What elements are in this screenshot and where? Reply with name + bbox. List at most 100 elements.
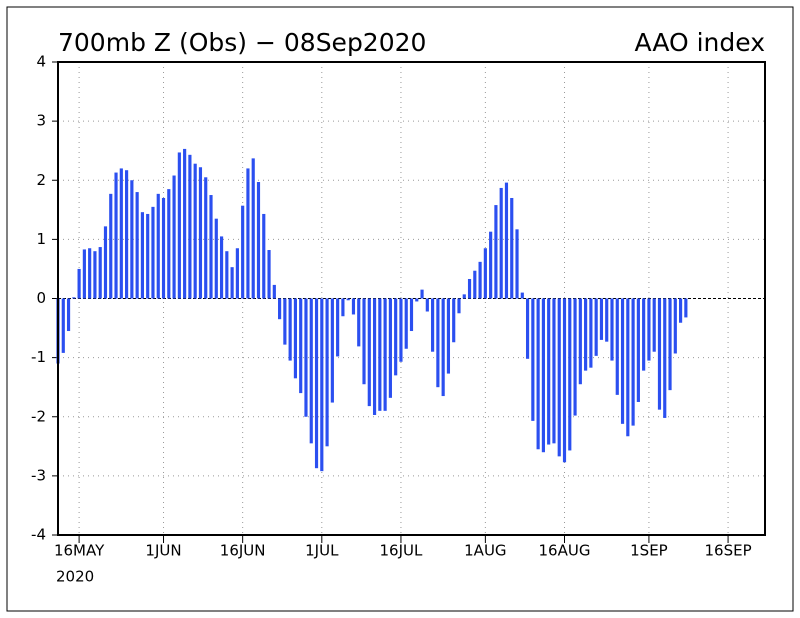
bar (288, 298, 292, 361)
bar (267, 250, 271, 299)
bar (499, 187, 503, 299)
x-tick-label: 1JUL (305, 542, 339, 560)
bar (330, 298, 334, 403)
bar (462, 294, 466, 299)
x-tick-label: 1JUN (145, 542, 181, 560)
x-tick-label: 1SEP (630, 542, 668, 560)
bar (161, 197, 166, 299)
bar (473, 270, 477, 299)
bar (346, 298, 350, 301)
bar (568, 298, 572, 451)
bar (478, 261, 482, 299)
bar (351, 298, 356, 315)
bar (378, 298, 382, 411)
bar (657, 298, 662, 410)
bar (135, 192, 139, 299)
bar (72, 297, 76, 299)
bar (673, 298, 677, 354)
bar (193, 163, 197, 299)
bar (520, 292, 524, 299)
plot-border (57, 61, 766, 536)
frame (6, 6, 794, 612)
bar (409, 298, 414, 332)
bar (668, 298, 672, 391)
bar (562, 298, 567, 463)
x-tick-label: 16JUN (220, 542, 266, 560)
bar (436, 298, 440, 388)
x-tick-label: 16JUL (380, 542, 423, 560)
bar (103, 226, 108, 299)
bar (109, 193, 113, 299)
bar (536, 298, 540, 450)
bar (183, 148, 187, 299)
bar (151, 206, 155, 299)
bar (372, 298, 377, 415)
bar (541, 298, 545, 453)
bar (652, 298, 656, 352)
bar (66, 298, 71, 332)
y-tick-label: 0 (36, 289, 46, 307)
bar (204, 177, 208, 299)
bar (615, 298, 619, 395)
bar (209, 195, 213, 299)
bar (404, 298, 408, 349)
bar (483, 248, 487, 299)
bar (88, 248, 92, 299)
bar (130, 180, 134, 299)
bar (626, 298, 630, 437)
bar (256, 182, 261, 299)
y-tick-label: -1 (31, 348, 46, 366)
bar (188, 154, 192, 299)
bar (388, 298, 392, 398)
bar (225, 251, 229, 299)
bar (578, 298, 582, 385)
bar (357, 298, 361, 347)
bar (631, 298, 635, 426)
bar (510, 197, 514, 299)
x-year-label: 2020 (56, 568, 94, 586)
bar (605, 298, 609, 342)
bar (172, 175, 176, 299)
x-tick-label: 16MAY (54, 542, 105, 560)
bar (198, 167, 203, 299)
bar (494, 205, 498, 299)
y-tick-label: 4 (36, 53, 46, 71)
y-tick-label: -4 (31, 526, 46, 544)
bar (425, 298, 429, 312)
bar (119, 168, 123, 299)
y-tick-label: 3 (36, 112, 46, 130)
bar (552, 298, 556, 444)
bar (251, 158, 255, 299)
bar (341, 298, 345, 317)
bar (367, 298, 371, 407)
bar (525, 298, 530, 359)
bar (383, 298, 387, 411)
bar (684, 298, 688, 318)
bar (489, 231, 493, 299)
bar (467, 278, 472, 299)
bar (504, 182, 509, 299)
bar (399, 298, 403, 362)
bar (246, 168, 250, 299)
bar (230, 267, 234, 299)
bar (262, 213, 266, 299)
x-tick-label: 16AUG (539, 542, 591, 560)
bar (283, 298, 287, 345)
y-tick-label: 2 (36, 171, 46, 189)
bar (214, 218, 218, 299)
bar (325, 298, 329, 447)
bar (441, 298, 445, 397)
bar (156, 193, 160, 299)
bar (177, 152, 181, 299)
bar (663, 298, 667, 418)
bar (394, 298, 398, 376)
bar (547, 298, 551, 445)
y-tick-label: -3 (31, 466, 46, 484)
bar (573, 298, 577, 416)
bar (584, 298, 588, 371)
bar (336, 298, 340, 357)
chart-subtitle: AAO index (635, 28, 765, 57)
bar (446, 298, 451, 374)
bar (314, 298, 319, 469)
